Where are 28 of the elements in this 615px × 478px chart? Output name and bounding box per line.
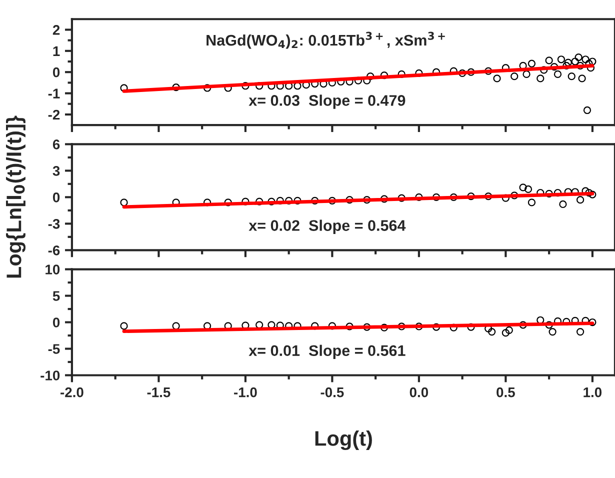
x-tick-label: -0.5 [320,387,344,398]
annotation: NaGd(WO$_{4}$)$_{2}$: 0.015Tb$^{3+}$, xSm$^{3+}$ [206,32,445,49]
x-tick-label: -2.0 [60,387,84,398]
y-tick-label: 6 [52,140,60,150]
annotation: x= 0.03 Slope = 0.479 [248,94,406,109]
x-tick-label: 0.5 [496,387,515,398]
y-axis-title: Log{Ln[I$_{0}$(t)/I(t)]} [6,116,26,278]
y-tick-label: 0 [52,318,60,328]
y-tick-label: 10 [46,264,60,274]
y-tick-label: -2 [48,110,60,120]
x-tick-label: -1.0 [234,387,257,398]
annotation: x= 0.02 Slope = 0.564 [248,220,406,234]
y-tick-label: 0 [52,67,60,78]
y-tick-label: -1 [48,88,60,98]
y-tick-label: 3 [52,166,60,176]
x-tick-label: 0.0 [410,387,428,398]
y-tick-label: -3 [48,219,60,229]
y-tick-label: 1 [53,46,60,56]
x-tick-label: 1.0 [584,387,602,398]
annotation: x= 0.01 Slope = 0.561 [248,344,406,360]
y-tick-label: -5 [48,344,60,354]
y-tick-label: 5 [52,291,60,301]
y-tick-label: -6 [48,245,60,256]
y-tick-label: 2 [52,25,60,35]
y-tick-label: 0 [52,192,60,202]
x-tick-label: -1.5 [147,388,170,398]
x-axis-title: Log(t) [315,430,372,450]
y-tick-label: -10 [40,370,60,380]
